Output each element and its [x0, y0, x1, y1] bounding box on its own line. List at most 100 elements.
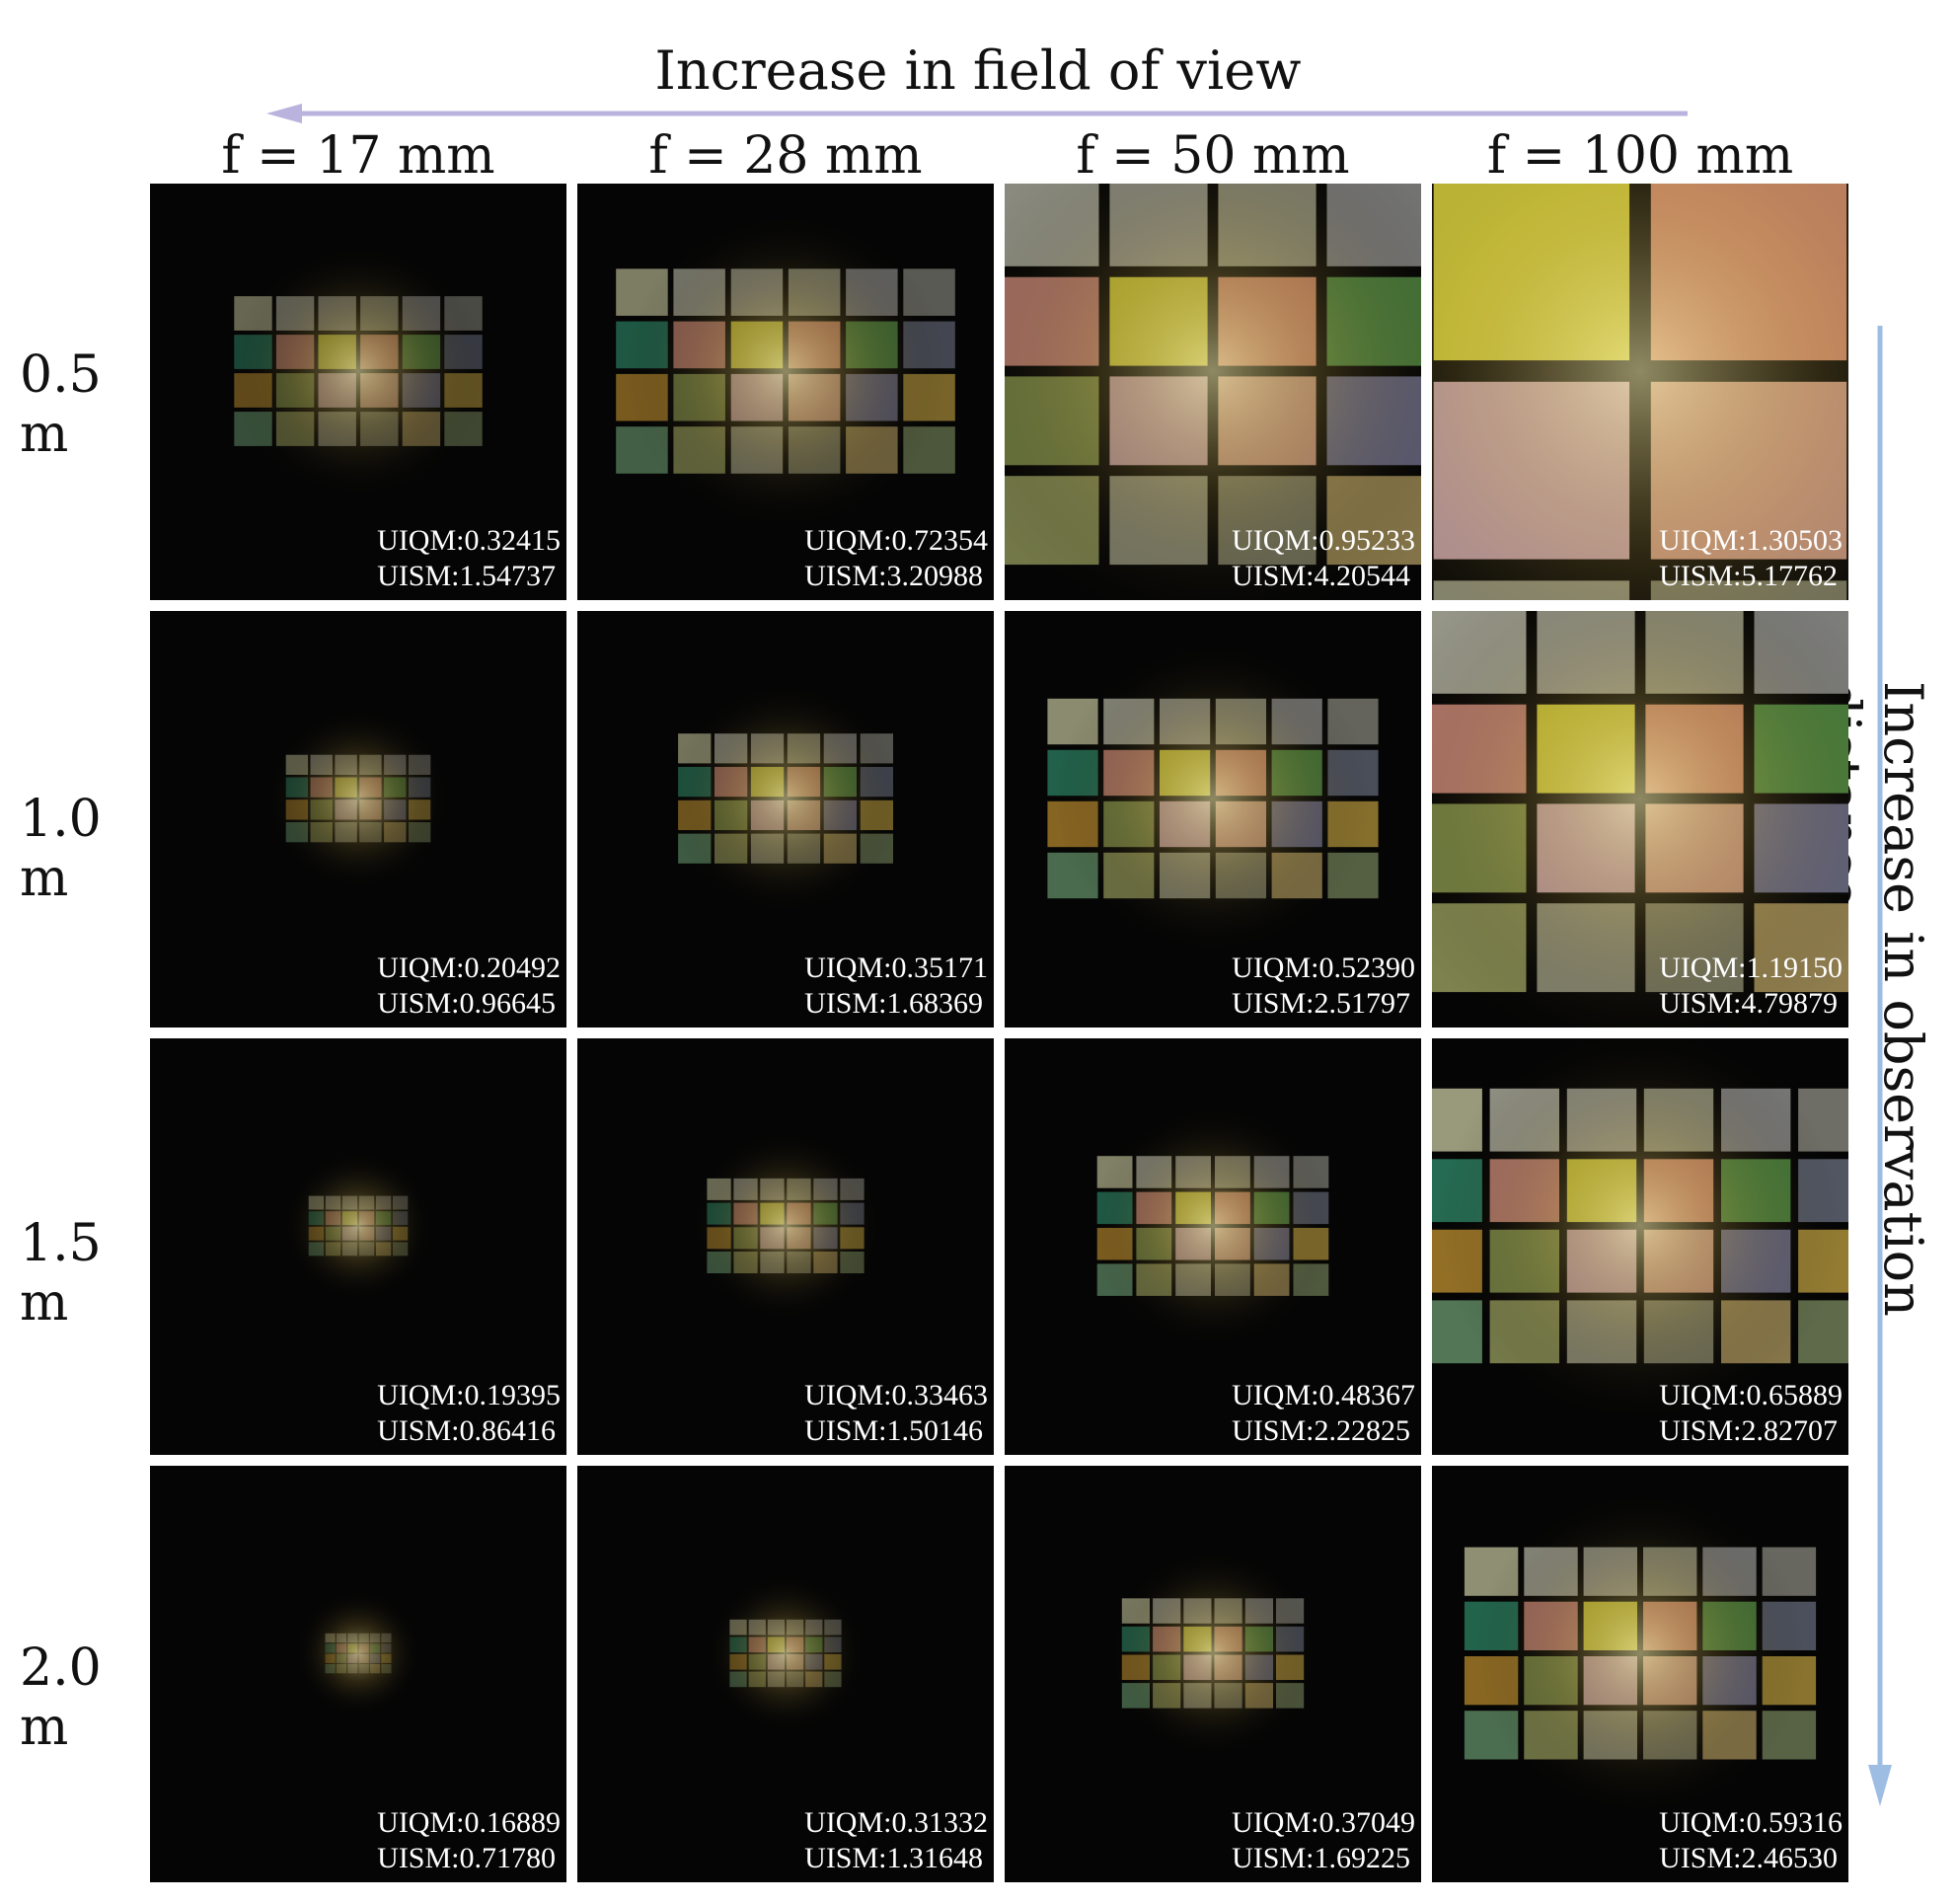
uism-value: UISM:1.54737 [377, 560, 557, 592]
uism-value: UISM:2.22825 [1232, 1414, 1411, 1447]
metric-readout: UIQM:0.33463 UISM:1.50146 [804, 1378, 988, 1449]
light-glow [1474, 1487, 1806, 1819]
row-header-0-5m: 0.5 m [20, 345, 102, 464]
uiqm-value: UIQM:0.31332 [804, 1806, 988, 1839]
light-glow [1432, 184, 1848, 600]
metric-readout: UIQM:0.19395 UISM:0.86416 [377, 1378, 561, 1449]
column-header-f100: f = 100 mm [1486, 126, 1794, 186]
image-cell: UIQM:0.37049 UISM:1.69225 [1005, 1466, 1421, 1882]
metric-readout: UIQM:0.65889 UISM:2.82707 [1659, 1378, 1843, 1449]
image-cell: UIQM:1.19150 UISM:4.79879 [1432, 611, 1848, 1028]
metric-readout: UIQM:0.31332 UISM:1.31648 [804, 1805, 988, 1876]
color-checker-image [1108, 1549, 1317, 1758]
metric-readout: UIQM:0.16889 UISM:0.71780 [377, 1805, 561, 1876]
uism-value: UISM:3.20988 [804, 560, 984, 592]
color-checker-image [1091, 1104, 1335, 1348]
light-glow [1005, 184, 1421, 600]
image-cell: UIQM:0.35171 UISM:1.68369 [577, 611, 994, 1028]
image-cell: UIQM:0.59316 UISM:2.46530 [1432, 1466, 1848, 1882]
uiqm-value: UIQM:0.16889 [377, 1806, 561, 1839]
uiqm-value: UIQM:0.95233 [1232, 524, 1415, 557]
color-checker-image [1005, 184, 1421, 600]
right-axis-label: Increase in observation distance [1810, 681, 1934, 1317]
image-cell: UIQM:0.52390 UISM:2.51797 [1005, 611, 1421, 1028]
metric-readout: UIQM:0.52390 UISM:2.51797 [1232, 951, 1415, 1022]
light-glow [625, 210, 946, 532]
light-glow [1108, 1549, 1317, 1758]
light-glow [230, 243, 487, 499]
metric-readout: UIQM:0.20492 UISM:0.96645 [377, 951, 561, 1022]
image-cell: UIQM:0.16889 UISM:0.71780 [150, 1466, 566, 1882]
uism-value: UISM:1.31648 [804, 1842, 984, 1874]
top-axis-label: Increase in field of view [654, 39, 1302, 102]
uiqm-value: UIQM:0.52390 [1232, 952, 1415, 984]
image-cell: UIQM:0.19395 UISM:0.86416 [150, 1038, 566, 1455]
uism-value: UISM:4.79879 [1659, 987, 1839, 1020]
uiqm-value: UIQM:0.32415 [377, 524, 561, 557]
row-header-1-0m: 1.0 m [20, 790, 102, 908]
uiqm-value: UIQM:0.65889 [1659, 1379, 1843, 1411]
color-checker-image [230, 243, 487, 499]
column-header-f50: f = 50 mm [1076, 126, 1350, 186]
uiqm-value: UIQM:0.19395 [377, 1379, 561, 1411]
light-glow [1432, 611, 1848, 1028]
metric-readout: UIQM:0.37049 UISM:1.69225 [1232, 1805, 1415, 1876]
metric-readout: UIQM:0.95233 UISM:4.20544 [1232, 523, 1415, 594]
uism-value: UISM:0.86416 [377, 1414, 557, 1447]
observation-distance-arrow [1868, 326, 1892, 1806]
color-checker-image [295, 1590, 421, 1716]
light-glow [1438, 1038, 1843, 1428]
light-glow [669, 682, 902, 915]
row-header-1-5m: 1.5 m [20, 1214, 102, 1333]
image-cell: UIQM:0.33463 UISM:1.50146 [577, 1038, 994, 1455]
uiqm-value: UIQM:0.37049 [1232, 1806, 1415, 1839]
metric-readout: UIQM:1.19150 UISM:4.79879 [1659, 951, 1843, 1022]
metric-readout: UIQM:1.30503 UISM:5.17762 [1659, 523, 1843, 594]
uism-value: UISM:1.69225 [1232, 1842, 1411, 1874]
color-checker-image [1432, 1038, 1848, 1428]
light-glow [295, 1590, 421, 1716]
light-glow [266, 707, 450, 890]
uism-value: UISM:0.96645 [377, 987, 557, 1020]
color-checker-image [706, 1573, 865, 1733]
image-grid: UIQM:0.32415 UISM:1.54737 UIQM:0.72354 UISM… [150, 184, 1848, 1882]
metric-readout: UIQM:0.35171 UISM:1.68369 [804, 951, 988, 1022]
field-of-view-arrow [266, 104, 1688, 123]
uism-value: UISM:2.82707 [1659, 1414, 1839, 1447]
image-cell: UIQM:0.31332 UISM:1.31648 [577, 1466, 994, 1882]
color-checker-image [1432, 184, 1848, 600]
metric-readout: UIQM:0.32415 UISM:1.54737 [377, 523, 561, 594]
uiqm-value: UIQM:0.35171 [804, 952, 988, 984]
metric-readout: UIQM:0.72354 UISM:3.20988 [804, 523, 988, 594]
uism-value: UISM:2.51797 [1232, 987, 1411, 1020]
light-glow [1055, 641, 1371, 956]
uiqm-value: UIQM:0.72354 [804, 524, 988, 557]
color-checker-image [669, 682, 902, 915]
light-glow [1091, 1104, 1335, 1348]
uiqm-value: UIQM:0.20492 [377, 952, 561, 984]
column-header-f17: f = 17 mm [221, 126, 495, 186]
image-cell: UIQM:0.20492 UISM:0.96645 [150, 611, 566, 1028]
image-cell: UIQM:0.95233 UISM:4.20544 [1005, 184, 1421, 600]
uism-value: UISM:4.20544 [1232, 560, 1411, 592]
uiqm-value: UIQM:0.33463 [804, 1379, 988, 1411]
color-checker-image [616, 210, 955, 532]
column-header-f28: f = 28 mm [648, 126, 923, 186]
light-glow [706, 1573, 865, 1733]
color-checker-image [266, 707, 450, 890]
uiqm-value: UIQM:0.59316 [1659, 1806, 1843, 1839]
uism-value: UISM:0.71780 [377, 1842, 557, 1874]
image-cell: UIQM:0.72354 UISM:3.20988 [577, 184, 994, 600]
image-cell: UIQM:0.48367 UISM:2.22825 [1005, 1038, 1421, 1455]
metric-readout: UIQM:0.48367 UISM:2.22825 [1232, 1378, 1415, 1449]
light-glow [690, 1130, 881, 1322]
uism-value: UISM:1.68369 [804, 987, 984, 1020]
color-checker-image [690, 1130, 881, 1322]
light-glow [283, 1151, 433, 1301]
color-checker-image [1047, 641, 1379, 956]
uism-value: UISM:1.50146 [804, 1414, 984, 1447]
image-cell: UIQM:1.30503 UISM:5.17762 [1432, 184, 1848, 600]
metric-readout: UIQM:0.59316 UISM:2.46530 [1659, 1805, 1843, 1876]
uism-value: UISM:5.17762 [1659, 560, 1839, 592]
color-checker-image [1432, 611, 1848, 1028]
